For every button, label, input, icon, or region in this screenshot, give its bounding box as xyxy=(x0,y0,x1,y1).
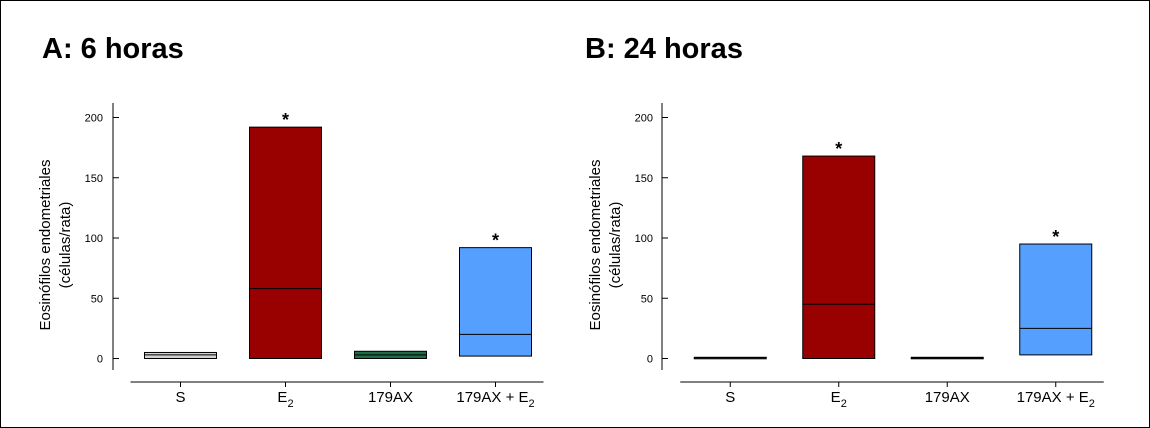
y-tick-label: 100 xyxy=(85,233,103,245)
y-tick-label: 150 xyxy=(635,173,653,185)
panel-b: B: 24 horas Eosinófilos endometriales (c… xyxy=(585,33,1104,410)
x-category-label: 179AX xyxy=(368,389,413,406)
box-2 xyxy=(249,126,322,359)
x-category-label: 179AX + E2 xyxy=(456,389,534,410)
box-1 xyxy=(144,351,217,360)
x-category-label: 179AX xyxy=(925,389,970,406)
x-category-label: E2 xyxy=(831,389,847,410)
panel-a: A: 6 horas Eosinófilos endometriales (cé… xyxy=(37,33,544,410)
y-tick-label: 0 xyxy=(647,354,653,366)
significance-marker: * xyxy=(282,110,289,130)
significance-marker: * xyxy=(492,231,499,251)
y-axis-label-line2: (células/rata) xyxy=(57,202,74,289)
y-tick-label: 0 xyxy=(97,354,103,366)
y-tick-label: 200 xyxy=(635,113,653,125)
x-category-label: 179AX + E2 xyxy=(1017,389,1095,410)
box-2 xyxy=(802,155,876,359)
panel-title: A: 6 horas xyxy=(42,33,184,65)
y-tick-label: 50 xyxy=(91,293,103,305)
significance-marker: * xyxy=(835,139,842,159)
y-tick-label: 150 xyxy=(85,173,103,185)
y-axis-label-line1: Eosinófilos endometriales xyxy=(37,160,54,331)
x-category-label: E2 xyxy=(277,389,293,410)
y-tick-label: 50 xyxy=(641,293,653,305)
y-axis-label-line2: (células/rata) xyxy=(607,202,624,289)
y-tick-label: 100 xyxy=(635,233,653,245)
x-category-label: S xyxy=(725,389,735,406)
x-category-label: S xyxy=(175,389,185,406)
y-tick-label: 200 xyxy=(85,113,103,125)
box-4 xyxy=(1019,243,1093,356)
panel-title: B: 24 horas xyxy=(585,33,743,65)
y-axis-label: Eosinófilos endometriales (células/rata) xyxy=(37,160,74,331)
y-axis-label: Eosinófilos endometriales (células/rata) xyxy=(587,160,624,331)
box-4 xyxy=(459,247,532,357)
y-axis-label-line1: Eosinófilos endometriales xyxy=(587,160,604,331)
significance-marker: * xyxy=(1052,227,1059,247)
